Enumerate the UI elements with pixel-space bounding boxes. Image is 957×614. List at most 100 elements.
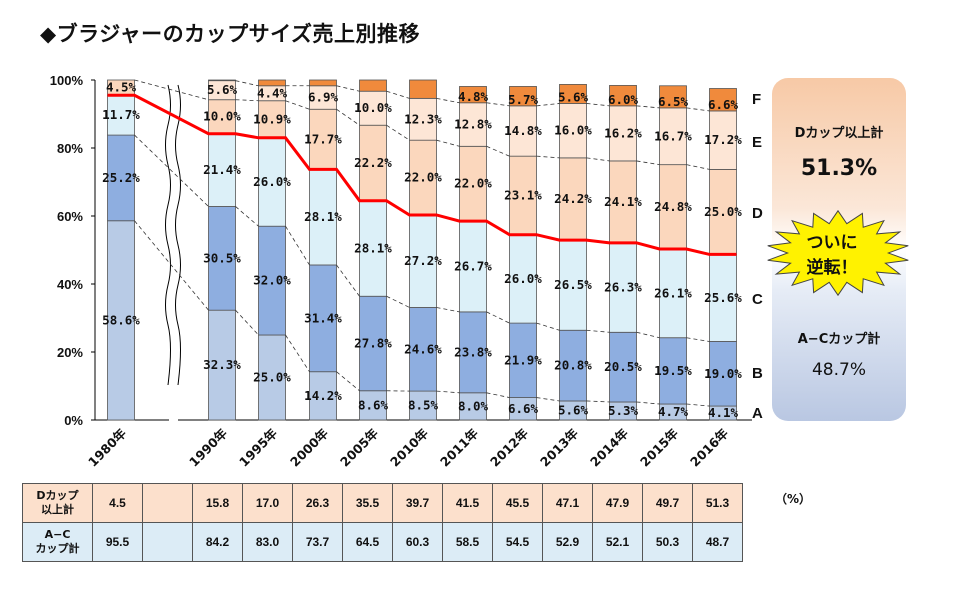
bars	[107, 79, 737, 421]
unit-label: （%）	[775, 492, 812, 506]
data-label: 26.1%	[654, 285, 692, 300]
table-cell: 51.3	[692, 483, 743, 523]
data-table: Dカップ 以上計 4.5 15.8 17.0 26.3 35.5 39.7 41…	[22, 483, 743, 562]
cup-letter-b: B	[752, 365, 763, 382]
connector-line	[436, 97, 460, 104]
bar-segment-c	[459, 220, 487, 313]
row-header-line: 以上計	[41, 503, 74, 516]
data-label: 32.0%	[253, 273, 291, 288]
bar-segment-f	[509, 86, 537, 107]
bar-segment-b	[409, 307, 437, 392]
y-tick-label: 40%	[57, 277, 83, 292]
data-label: 22.0%	[404, 170, 442, 185]
data-label: 19.5%	[654, 363, 692, 378]
data-label: 32.3%	[203, 357, 241, 372]
table-cell: 15.8	[192, 483, 243, 523]
table-cell: 64.5	[342, 522, 393, 562]
table-cell: 47.9	[592, 483, 643, 523]
y-tick-label: 80%	[57, 141, 83, 156]
bar-segment-f	[459, 86, 487, 104]
cup-letter-e: E	[752, 134, 762, 151]
connector-line	[686, 107, 710, 112]
y-tick-label: 100%	[50, 73, 84, 88]
connector-line	[536, 155, 560, 159]
starburst-badge	[767, 209, 909, 297]
table-cell: 49.7	[642, 483, 693, 523]
bar-segment-f	[709, 88, 737, 112]
connector-line	[436, 307, 460, 313]
data-label: 21.9%	[504, 352, 542, 367]
data-label: 12.8%	[454, 117, 492, 132]
bar-segment-c	[359, 200, 387, 297]
data-label: 4.1%	[708, 405, 739, 420]
bar-segment-a	[208, 309, 236, 421]
table-cell: 39.7	[392, 483, 443, 523]
connector-line	[486, 102, 510, 107]
bar-segment-c	[208, 133, 236, 207]
bar-segment-d	[409, 139, 437, 216]
table-cell: 52.9	[542, 522, 593, 562]
axis-break-gap	[169, 418, 178, 423]
data-label: 19.0%	[704, 366, 742, 381]
connector-line	[486, 392, 510, 398]
chart-title: ◆ブラジャーのカップサイズ売上別推移	[40, 22, 421, 46]
data-label: 10.0%	[203, 109, 241, 124]
connector-line	[586, 329, 610, 333]
data-label: 17.7%	[304, 131, 342, 146]
table-cell: 47.1	[542, 483, 593, 523]
data-label: 5.3%	[608, 403, 639, 418]
table-cell: 4.5	[92, 483, 143, 523]
table-cell: 58.5	[442, 522, 493, 562]
table-cell: 17.0	[242, 483, 293, 523]
table-cell	[142, 522, 193, 562]
data-label: 6.9%	[308, 90, 339, 105]
bar-segment-d	[559, 157, 587, 241]
data-label: 20.5%	[604, 359, 642, 374]
data-label: 6.6%	[708, 97, 739, 112]
connector-line	[386, 124, 410, 141]
data-label: 22.2%	[354, 155, 392, 170]
ac-cup-total-label: A−Cカップ計	[797, 332, 881, 347]
connector-line	[336, 85, 360, 92]
data-label: 12.3%	[404, 111, 442, 126]
bar-segment-d	[509, 155, 537, 236]
bar-segment-e	[509, 105, 537, 157]
bar-segment-b	[659, 337, 687, 405]
segment-labels: 58.6% 25.2% 11.7% 4.5% 32.3% 30.5% 21.4% 10.0% 5…	[102, 80, 742, 420]
connector-line	[686, 403, 710, 407]
bar-segment-b	[509, 322, 537, 398]
ac-cup-total-value: 48.7%	[811, 360, 866, 380]
bar-segment-c	[258, 137, 286, 227]
bar-segment-d	[459, 145, 487, 222]
connector-line	[686, 337, 710, 342]
data-label: 16.2%	[604, 125, 642, 140]
connector-line	[336, 108, 360, 126]
connector-line	[636, 401, 660, 405]
table-cell: 83.0	[242, 522, 293, 562]
bar-segment-b	[208, 206, 236, 311]
data-label: 26.5%	[554, 277, 592, 292]
connector-line	[586, 157, 610, 162]
data-label: 20.8%	[554, 358, 592, 373]
data-label: 23.1%	[504, 187, 542, 202]
connector-line	[686, 164, 710, 170]
data-label: 11.7%	[102, 107, 140, 122]
burst-line-1: ついに	[806, 233, 858, 253]
data-label: 21.4%	[203, 162, 241, 177]
bar-segment-d	[709, 169, 737, 255]
data-label: 5.7%	[508, 92, 539, 107]
bar-segment-c	[609, 242, 637, 333]
data-label: 5.6%	[558, 402, 589, 417]
table-cell: 50.3	[642, 522, 693, 562]
bar-segment-b	[559, 329, 587, 402]
bar-segment-f	[258, 79, 286, 87]
connector-line	[134, 134, 209, 207]
burst-line-2: 逆転！	[806, 258, 858, 278]
data-label: 26.0%	[253, 174, 291, 189]
connector-line	[536, 397, 560, 402]
table-row-d-cup: Dカップ 以上計 4.5 15.8 17.0 26.3 35.5 39.7 41…	[22, 483, 743, 523]
data-label: 58.6%	[102, 312, 140, 327]
bar-segment-f	[208, 79, 236, 82]
data-label: 25.6%	[704, 290, 742, 305]
cup-letter-d: D	[752, 205, 763, 222]
